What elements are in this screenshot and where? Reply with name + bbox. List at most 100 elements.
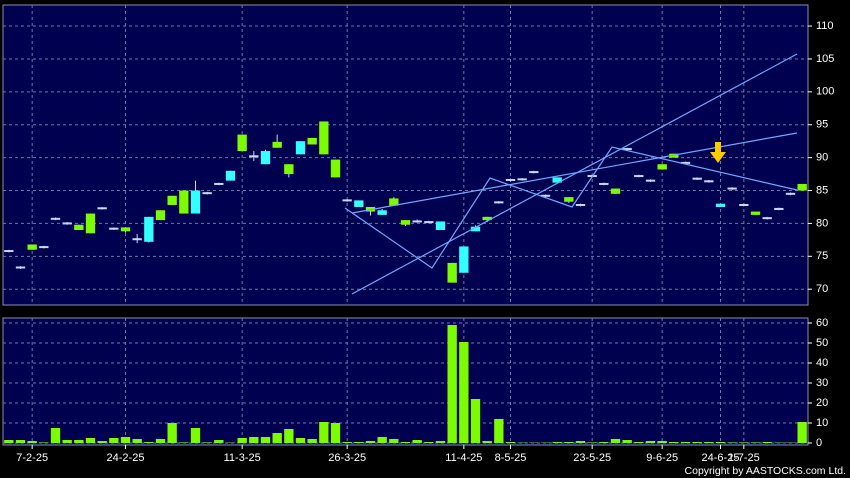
volume-bar xyxy=(155,439,166,443)
candle-body xyxy=(459,246,469,273)
volume-bar xyxy=(330,423,341,443)
volume-bar xyxy=(284,429,294,443)
candle-body xyxy=(389,198,399,206)
volume-bar xyxy=(657,441,667,443)
volume-bar xyxy=(39,442,49,443)
candle-body xyxy=(284,164,294,175)
volume-bar xyxy=(599,442,609,443)
candle-body xyxy=(494,201,504,204)
volume-bar xyxy=(575,441,586,443)
y-tick-label: 0 xyxy=(816,437,822,449)
volume-bar xyxy=(307,439,317,443)
volume-bar xyxy=(190,428,201,443)
channel-lower xyxy=(351,132,798,214)
candle-body xyxy=(482,216,492,221)
candle-body xyxy=(109,227,119,230)
candle-body xyxy=(435,221,446,230)
volume-bar xyxy=(15,440,26,443)
volume-bar xyxy=(50,428,61,443)
candle-body xyxy=(330,159,341,178)
volume-bar xyxy=(249,437,259,443)
volume-bar xyxy=(167,423,177,443)
candle-body xyxy=(540,194,551,197)
volume-bar xyxy=(762,442,772,443)
y-tick-label: 90 xyxy=(816,152,828,164)
volume-bar xyxy=(470,399,481,443)
x-tick-label: 1-7-25 xyxy=(728,452,760,464)
y-tick-label: 95 xyxy=(816,119,828,131)
volume-bar xyxy=(295,438,306,443)
volume-bar xyxy=(552,442,562,443)
volume-bar xyxy=(622,440,632,443)
candle-body xyxy=(739,204,749,206)
candle-body xyxy=(144,216,154,242)
candle-body xyxy=(167,195,177,205)
volume-bar xyxy=(739,442,749,443)
volume-bar xyxy=(120,437,131,443)
arrow-head xyxy=(710,152,726,163)
candle-body xyxy=(645,179,656,182)
volume-bar xyxy=(4,440,14,443)
candle-body xyxy=(564,197,574,202)
volume-bar xyxy=(692,442,702,443)
candle-body xyxy=(680,161,691,164)
y-tick-label: 50 xyxy=(816,337,828,349)
channel-upper xyxy=(351,53,798,295)
volume-bar xyxy=(377,437,387,443)
volume-bar xyxy=(62,440,72,443)
candle-body xyxy=(470,226,481,232)
volume-bar xyxy=(272,433,282,443)
y-tick-label: 70 xyxy=(816,283,828,295)
x-tick-label: 8-5-25 xyxy=(495,452,527,464)
candle-body xyxy=(797,183,807,191)
candle-body xyxy=(552,177,562,183)
volume-bar xyxy=(564,442,574,443)
x-tick-label: 26-3-25 xyxy=(328,452,366,464)
candle-body xyxy=(727,187,737,190)
candle-body xyxy=(529,171,539,174)
volume-bar xyxy=(750,442,761,443)
x-tick-label: 11-4-25 xyxy=(445,452,482,464)
volume-bar xyxy=(727,442,737,443)
volume-bar xyxy=(680,442,691,443)
y-tick-label: 20 xyxy=(816,397,828,409)
candle-body xyxy=(27,244,37,250)
candle-body xyxy=(599,182,609,185)
volume-bar xyxy=(27,441,37,443)
y-tick-label: 100 xyxy=(816,86,834,98)
y-tick-label: 30 xyxy=(816,377,828,389)
candle-body xyxy=(704,180,714,183)
candle-body xyxy=(774,207,784,210)
candle-body xyxy=(272,141,282,148)
volume-bar xyxy=(412,440,422,443)
candle-body xyxy=(354,200,364,207)
trend-lines xyxy=(344,53,798,295)
candle-body xyxy=(295,141,306,155)
volume-bar xyxy=(132,439,142,443)
candle-body xyxy=(190,190,201,214)
candle-body xyxy=(249,155,259,158)
candle-body xyxy=(517,178,527,181)
candle-body xyxy=(85,213,96,234)
candle-body xyxy=(762,217,772,220)
volume-bar xyxy=(505,442,516,443)
volume-bar xyxy=(669,442,679,443)
volume-bar xyxy=(435,441,446,443)
volume-bar xyxy=(319,422,329,443)
candle-body xyxy=(39,246,49,249)
x-tick-label: 24-2-25 xyxy=(107,452,145,464)
y-tick-label: 10 xyxy=(816,417,828,429)
volume-bar xyxy=(214,440,224,443)
candle-body xyxy=(260,151,271,165)
candle-body xyxy=(74,224,84,230)
volume-bar xyxy=(459,342,469,443)
candle-body xyxy=(424,221,434,224)
y-tick-label: 80 xyxy=(816,217,828,229)
y-tick-label: 40 xyxy=(816,357,828,369)
price-panel xyxy=(2,4,809,306)
candle-body xyxy=(377,210,387,215)
x-tick-label: 9-6-25 xyxy=(646,452,678,464)
candle-body xyxy=(50,217,61,220)
candle-body xyxy=(785,192,796,195)
